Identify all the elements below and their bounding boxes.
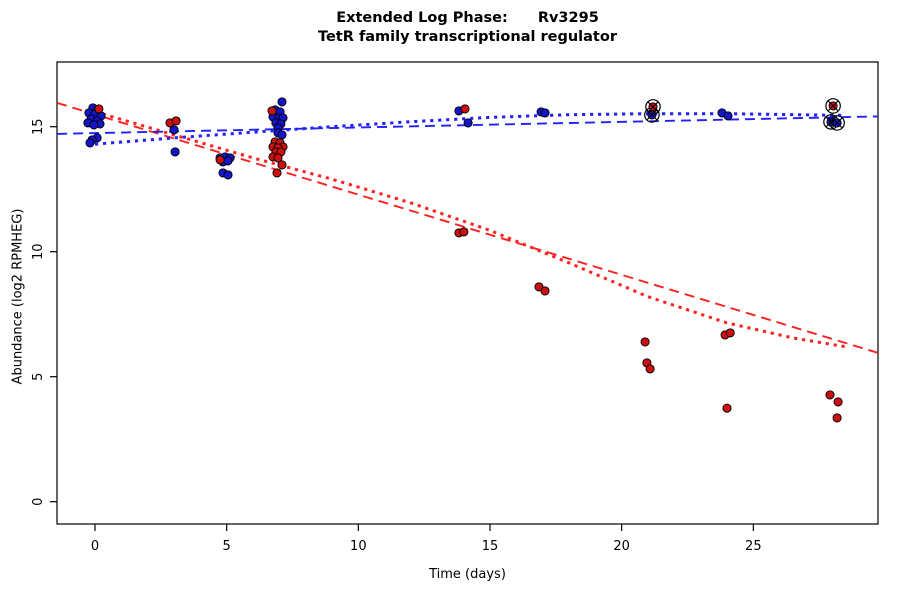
- data-point-red-condition: [722, 403, 732, 413]
- data-point-red-condition: [277, 160, 287, 170]
- x-axis-tick-label: 20: [613, 539, 630, 554]
- x-axis-tick-label: 0: [91, 539, 99, 554]
- data-point-blue-condition: [463, 118, 473, 128]
- x-axis-tick-label: 5: [223, 539, 231, 554]
- plot-border: [56, 61, 879, 525]
- data-point-red-condition: [832, 413, 842, 423]
- data-point-blue-condition: [723, 111, 733, 121]
- data-point-blue-condition: [223, 170, 233, 180]
- data-point-red-condition: [833, 397, 843, 407]
- trend-line-blue-curve-fit: [94, 112, 846, 146]
- y-axis-tick-label: 5: [31, 373, 46, 381]
- plot-title-phase: Extended Log Phase:: [336, 10, 508, 26]
- highlight-ring-cross: [827, 100, 839, 112]
- data-point-red-condition: [272, 168, 282, 178]
- data-point-red-condition: [825, 390, 835, 400]
- plot-title: Extended Log Phase: Rv3295 TetR family t…: [57, 10, 878, 45]
- y-axis-tick-label: 15: [31, 118, 46, 135]
- data-point-red-condition: [171, 116, 181, 126]
- highlight-ring-cross: [831, 117, 843, 129]
- data-point-red-condition: [215, 155, 225, 165]
- data-point-blue-condition: [85, 138, 95, 148]
- data-point-red-condition: [459, 227, 469, 237]
- y-axis-tick-label: 10: [31, 243, 46, 260]
- plot-title-gene: Rv3295: [537, 10, 599, 26]
- trend-line-red-curve-fit: [94, 110, 846, 349]
- trend-line-blue-linear-fit: [57, 115, 879, 135]
- plot-subtitle: TetR family transcriptional regulator: [318, 29, 617, 45]
- data-point-blue-condition: [223, 156, 233, 166]
- data-point-red-condition: [725, 328, 735, 338]
- data-point-blue-condition: [540, 108, 550, 118]
- y-axis-label: Abundance (log2 RPMHEG): [10, 208, 26, 385]
- data-point-red-condition: [640, 337, 650, 347]
- highlight-ring-cross: [647, 101, 659, 113]
- data-point-blue-condition: [277, 130, 287, 140]
- data-point-red-condition: [94, 104, 104, 114]
- data-point-red-condition: [645, 364, 655, 374]
- highlight-ring-marker: [829, 115, 845, 131]
- data-point-red-condition: [460, 104, 470, 114]
- data-point-red-condition: [273, 153, 283, 163]
- x-axis-tick-label: 25: [745, 539, 762, 554]
- trend-line-red-linear-fit: [56, 101, 879, 354]
- x-axis-tick-label: 15: [482, 539, 499, 554]
- x-axis-label: Time (days): [429, 567, 506, 582]
- highlight-ring-marker: [825, 98, 841, 114]
- y-axis-tick-label: 0: [31, 498, 46, 506]
- data-point-blue-condition: [277, 97, 287, 107]
- data-point-red-condition: [540, 286, 550, 296]
- highlight-ring-cross: [825, 116, 837, 128]
- highlight-ring-marker: [645, 99, 661, 115]
- highlight-ring-cross: [646, 109, 658, 121]
- data-point-blue-condition: [169, 125, 179, 135]
- x-axis-tick-label: 10: [350, 539, 367, 554]
- plot-title-line1: Extended Log Phase: Rv3295: [57, 10, 878, 26]
- data-point-blue-condition: [170, 147, 180, 157]
- data-point-red-condition: [267, 106, 277, 116]
- data-point-blue-condition: [89, 120, 99, 130]
